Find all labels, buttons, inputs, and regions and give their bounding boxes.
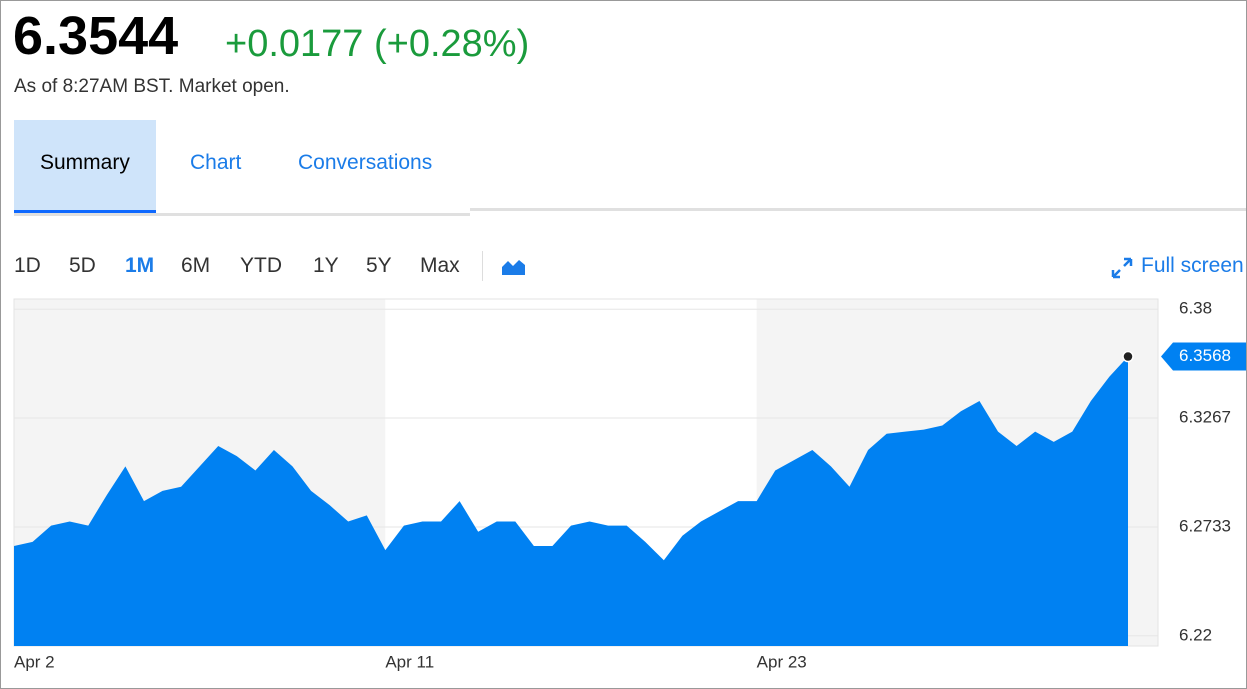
tab[interactable]: Chart [190, 151, 242, 174]
range-button[interactable]: Max [420, 254, 460, 277]
expand-arrows [1111, 257, 1133, 279]
y-tick-label: 6.3267 [1179, 407, 1231, 426]
area-icon [502, 260, 525, 275]
x-tick-label: Apr 11 [385, 652, 434, 671]
tab[interactable]: Summary [14, 120, 156, 213]
tab[interactable]: Conversations [298, 151, 433, 174]
full-screen-link[interactable]: Full screen [1141, 254, 1244, 277]
separator [482, 251, 483, 281]
y-tick-label: 6.22 [1179, 625, 1212, 644]
range-button[interactable]: 5Y [366, 254, 392, 277]
range-button[interactable]: 1M [125, 254, 155, 277]
range-button[interactable]: 6M [181, 254, 211, 277]
range-button[interactable]: 5D [69, 254, 96, 277]
y-tick-label: 6.38 [1179, 299, 1212, 318]
tab-divider [470, 208, 1246, 211]
chart-type-icon[interactable] [501, 257, 527, 277]
x-tick-label: Apr 23 [757, 652, 807, 671]
full-screen-icon[interactable] [1110, 256, 1134, 280]
tab-bar: Summary Chart Conversations [14, 120, 470, 216]
range-button[interactable]: 1Y [313, 254, 339, 277]
range-button[interactable]: YTD [240, 254, 282, 277]
market-status: As of 8:27AM BST. Market open. [14, 76, 290, 97]
price-change: +0.0177 (+0.28%) [225, 23, 530, 65]
y-tick-label: 6.2733 [1179, 516, 1231, 535]
price: 6.3544 [13, 6, 179, 66]
x-tick-label: Apr 2 [14, 652, 55, 671]
last-point [1122, 350, 1134, 363]
range-button[interactable]: 1D [14, 254, 41, 277]
last-price-badge [1161, 342, 1246, 371]
price-area [14, 356, 1128, 646]
last-price-label: 6.3568 [1179, 346, 1231, 365]
